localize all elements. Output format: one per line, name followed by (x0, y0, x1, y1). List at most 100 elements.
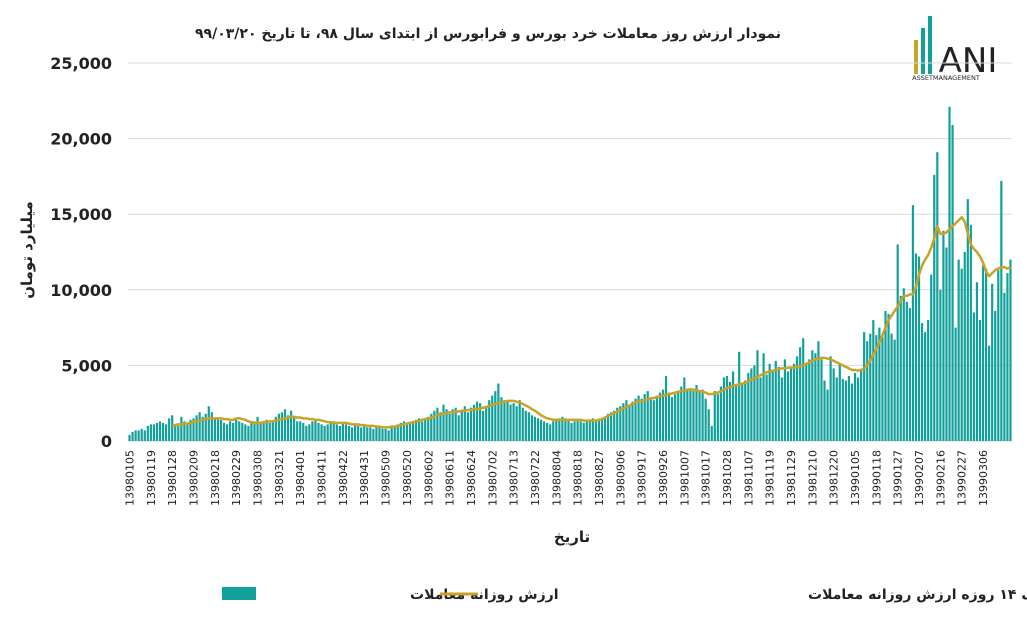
x-tick-label: 13980827 (593, 450, 606, 506)
bar (610, 412, 613, 441)
bar (728, 382, 732, 441)
bar (619, 406, 622, 441)
bar (649, 397, 652, 441)
x-tick-label: 13980105 (124, 450, 137, 506)
bar (201, 416, 204, 441)
bar (735, 385, 738, 441)
y-tick-label: 0 (101, 432, 112, 451)
bar (293, 416, 296, 441)
bar (600, 418, 604, 441)
bar (323, 425, 326, 441)
bar (716, 394, 719, 441)
bar (792, 363, 796, 441)
x-tick-label: 13990127 (892, 450, 905, 506)
bar (296, 421, 299, 441)
bar (844, 380, 847, 441)
bar (777, 366, 780, 441)
bar (799, 347, 802, 441)
bar (509, 404, 512, 441)
bar (832, 368, 835, 441)
bar (893, 339, 896, 441)
x-tick-label: 13981007 (678, 450, 691, 506)
bar (564, 418, 567, 441)
bar (783, 359, 787, 441)
x-tick-label: 13980321 (273, 450, 286, 506)
bar (863, 332, 866, 441)
bar (597, 419, 601, 441)
bar (539, 419, 543, 441)
bar (414, 419, 418, 441)
bar (463, 406, 466, 441)
bar (671, 397, 674, 441)
bar (881, 336, 884, 441)
x-tick-label: 13990306 (977, 450, 990, 506)
bar (229, 421, 232, 441)
bar (485, 406, 488, 441)
bar (381, 428, 384, 441)
bar (674, 394, 677, 441)
bar (338, 425, 341, 441)
bar (210, 412, 213, 441)
x-tick-label: 13990118 (870, 450, 883, 506)
bar (460, 410, 463, 441)
bar (378, 425, 381, 441)
x-tick-label: 13990105 (849, 450, 862, 506)
bar (408, 422, 412, 441)
x-tick-label: 13980119 (145, 450, 158, 506)
bar (530, 415, 533, 441)
x-tick-label: 13990216 (934, 450, 947, 506)
bar (795, 356, 799, 441)
bar (622, 403, 625, 441)
bar (722, 377, 726, 441)
bar (375, 427, 378, 441)
bar (350, 427, 354, 441)
bar (984, 268, 988, 441)
logo-bar (928, 16, 932, 74)
bar (957, 259, 960, 441)
bar (680, 386, 683, 441)
bar (847, 375, 851, 441)
bar (195, 415, 198, 441)
chart-title: نمودار ارزش روز معاملات خرد بورس و فرابو… (195, 26, 781, 42)
bar (920, 323, 924, 441)
bar (692, 391, 695, 441)
bar (457, 415, 460, 441)
bar (247, 425, 250, 441)
x-tick-label: 13980702 (486, 450, 499, 506)
bar (753, 365, 756, 441)
bar (299, 421, 302, 441)
x-tick-label: 13981017 (700, 450, 713, 506)
bar (329, 422, 332, 441)
x-tick-label: 13980509 (380, 450, 393, 506)
bar (265, 419, 268, 441)
x-tick-label: 13980906 (614, 450, 627, 506)
bar (186, 422, 189, 441)
bar (527, 412, 530, 441)
bar (1009, 259, 1012, 441)
bar (695, 385, 698, 441)
bar (570, 422, 573, 441)
bar (244, 424, 247, 441)
bar (731, 371, 735, 441)
bar (396, 424, 399, 441)
bar (161, 422, 165, 441)
bar (478, 403, 482, 441)
bar (277, 413, 280, 441)
bar (204, 413, 207, 441)
bar (524, 410, 527, 441)
bar (271, 421, 274, 441)
bar (603, 416, 607, 441)
bar (384, 428, 387, 441)
bar (152, 424, 156, 441)
bar (198, 412, 201, 441)
bar (542, 421, 546, 441)
legend-label: ارزش روزانه معاملات (410, 587, 559, 603)
bar (744, 380, 747, 441)
bar (789, 368, 793, 441)
bar (155, 422, 159, 441)
bar (756, 350, 759, 441)
x-tick-label: 13980917 (636, 450, 649, 506)
bar (280, 412, 284, 441)
x-tick-label: 13980722 (529, 450, 542, 506)
bar (536, 418, 540, 441)
